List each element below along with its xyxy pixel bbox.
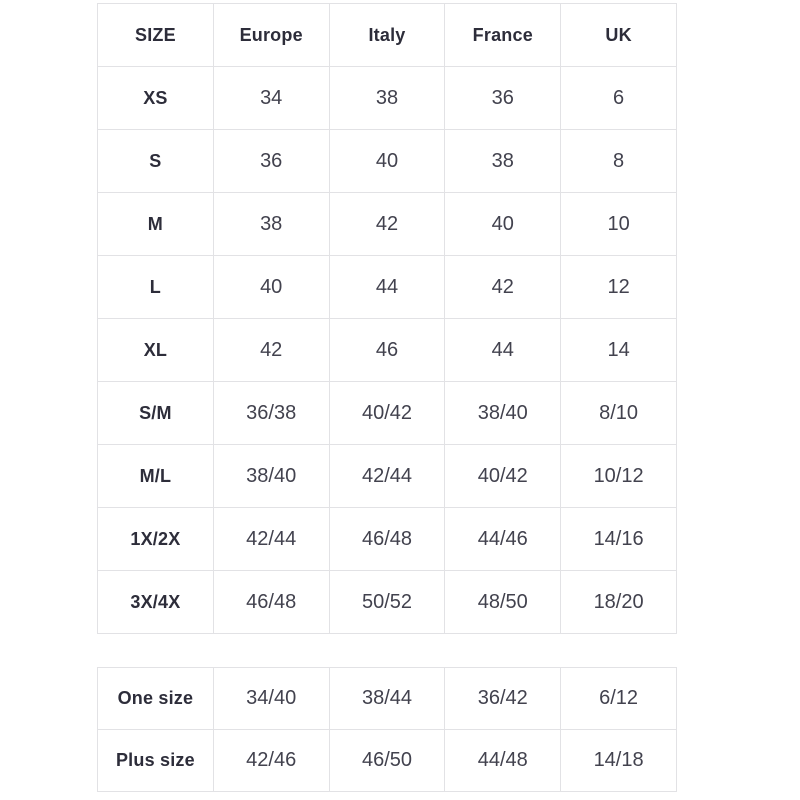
table-row-plus-size: Plus size 42/46 46/50 44/48 14/18 xyxy=(97,729,677,792)
header-cell-size: SIZE xyxy=(97,3,214,67)
value-cell-france: 38/40 xyxy=(444,381,562,445)
size-conversion-table: SIZE Europe Italy France UK XS 34 38 36 … xyxy=(97,3,677,634)
value-cell-france: 36/42 xyxy=(444,667,562,730)
row-label: M/L xyxy=(97,444,214,508)
value-cell-italy: 38 xyxy=(328,66,446,130)
row-label: Plus size xyxy=(97,729,214,792)
value-cell-france: 42 xyxy=(444,255,562,319)
value-cell-italy: 46/50 xyxy=(328,729,446,792)
table-row-s-m: S/M 36/38 40/42 38/40 8/10 xyxy=(97,381,677,445)
row-label: XS xyxy=(97,66,214,130)
size-chart-container: SIZE Europe Italy France UK XS 34 38 36 … xyxy=(97,3,677,792)
table-row-one-size: One size 34/40 38/44 36/42 6/12 xyxy=(97,667,677,730)
table-row-xs: XS 34 38 36 6 xyxy=(97,66,677,130)
table-row-1x-2x: 1X/2X 42/44 46/48 44/46 14/16 xyxy=(97,507,677,571)
value-cell-europe: 38/40 xyxy=(212,444,330,508)
table-row-m-l: M/L 38/40 42/44 40/42 10/12 xyxy=(97,444,677,508)
value-cell-europe: 46/48 xyxy=(212,570,330,634)
value-cell-italy: 46 xyxy=(328,318,446,382)
value-cell-europe: 42 xyxy=(212,318,330,382)
value-cell-europe: 42/44 xyxy=(212,507,330,571)
row-label: One size xyxy=(97,667,214,730)
value-cell-europe: 34/40 xyxy=(212,667,330,730)
value-cell-europe: 38 xyxy=(212,192,330,256)
row-label: 3X/4X xyxy=(97,570,214,634)
row-label: S xyxy=(97,129,214,193)
value-cell-france: 44 xyxy=(444,318,562,382)
value-cell-italy: 50/52 xyxy=(328,570,446,634)
value-cell-france: 38 xyxy=(444,129,562,193)
value-cell-uk: 14/18 xyxy=(560,729,677,792)
value-cell-uk: 14/16 xyxy=(560,507,677,571)
value-cell-italy: 38/44 xyxy=(328,667,446,730)
value-cell-france: 40 xyxy=(444,192,562,256)
value-cell-france: 40/42 xyxy=(444,444,562,508)
header-cell-france: France xyxy=(444,3,562,67)
value-cell-france: 48/50 xyxy=(444,570,562,634)
value-cell-italy: 40/42 xyxy=(328,381,446,445)
value-cell-uk: 12 xyxy=(560,255,677,319)
value-cell-europe: 42/46 xyxy=(212,729,330,792)
value-cell-italy: 42 xyxy=(328,192,446,256)
value-cell-italy: 40 xyxy=(328,129,446,193)
table-row-l: L 40 44 42 12 xyxy=(97,255,677,319)
value-cell-uk: 10 xyxy=(560,192,677,256)
header-cell-europe: Europe xyxy=(212,3,330,67)
value-cell-europe: 34 xyxy=(212,66,330,130)
row-label: XL xyxy=(97,318,214,382)
value-cell-france: 44/48 xyxy=(444,729,562,792)
value-cell-uk: 8 xyxy=(560,129,677,193)
value-cell-uk: 6 xyxy=(560,66,677,130)
header-cell-italy: Italy xyxy=(328,3,446,67)
value-cell-france: 44/46 xyxy=(444,507,562,571)
header-row: SIZE Europe Italy France UK xyxy=(97,3,677,67)
table-row-xl: XL 42 46 44 14 xyxy=(97,318,677,382)
row-label: M xyxy=(97,192,214,256)
value-cell-uk: 6/12 xyxy=(560,667,677,730)
value-cell-italy: 46/48 xyxy=(328,507,446,571)
value-cell-europe: 40 xyxy=(212,255,330,319)
header-cell-uk: UK xyxy=(560,3,677,67)
value-cell-europe: 36/38 xyxy=(212,381,330,445)
value-cell-europe: 36 xyxy=(212,129,330,193)
table-row-3x-4x: 3X/4X 46/48 50/52 48/50 18/20 xyxy=(97,570,677,634)
value-cell-france: 36 xyxy=(444,66,562,130)
special-sizes-table: One size 34/40 38/44 36/42 6/12 Plus siz… xyxy=(97,667,677,792)
value-cell-uk: 8/10 xyxy=(560,381,677,445)
value-cell-uk: 18/20 xyxy=(560,570,677,634)
table-row-s: S 36 40 38 8 xyxy=(97,129,677,193)
row-label: S/M xyxy=(97,381,214,445)
value-cell-italy: 42/44 xyxy=(328,444,446,508)
value-cell-uk: 10/12 xyxy=(560,444,677,508)
value-cell-italy: 44 xyxy=(328,255,446,319)
value-cell-uk: 14 xyxy=(560,318,677,382)
row-label: L xyxy=(97,255,214,319)
table-row-m: M 38 42 40 10 xyxy=(97,192,677,256)
row-label: 1X/2X xyxy=(97,507,214,571)
